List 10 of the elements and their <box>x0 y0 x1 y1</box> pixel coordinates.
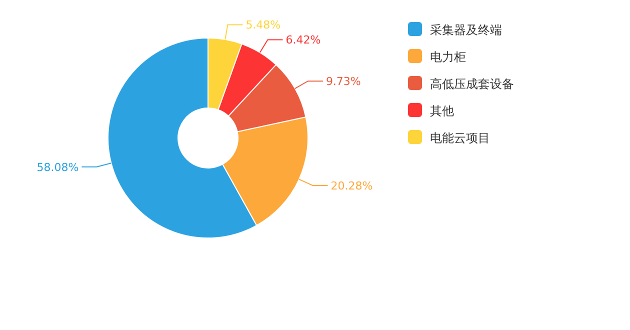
legend-label: 电能云项目 <box>430 131 490 145</box>
data-label: 5.48% <box>246 18 281 32</box>
legend-label: 高低压成套设备 <box>430 77 514 91</box>
data-label: 20.28% <box>330 179 373 192</box>
legend-label: 电力柜 <box>430 50 466 64</box>
legend-label: 其他 <box>430 104 454 118</box>
data-label: 6.42% <box>286 34 321 47</box>
data-label: 9.73% <box>326 75 361 88</box>
legend-label: 采集器及终端 <box>430 23 502 37</box>
data-label: 58.08% <box>36 160 79 174</box>
